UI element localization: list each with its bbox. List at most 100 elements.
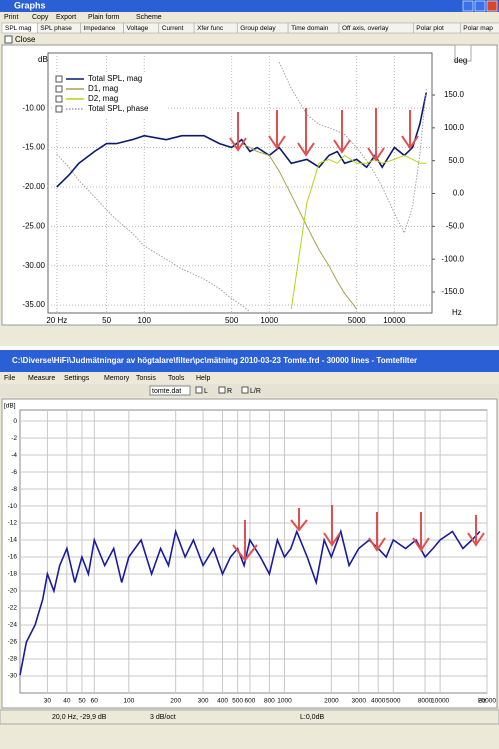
x-tick-label: 400: [217, 698, 228, 705]
minimize-button[interactable]: [462, 0, 474, 12]
menu-item[interactable]: Export: [56, 14, 76, 21]
menu-item[interactable]: Memory: [104, 375, 130, 382]
series-line: [290, 154, 427, 310]
arrow: [290, 508, 308, 532]
arrow: [467, 515, 485, 547]
y-tick-label: -10: [8, 503, 18, 510]
tab-label: SPL phase: [40, 25, 72, 32]
input-text: tomte.dat: [152, 388, 181, 395]
y-tick-label: -10.00: [22, 103, 45, 112]
tab-label: SPL mag: [5, 25, 32, 32]
series-line: [19, 528, 481, 676]
status-bar: [0, 709, 499, 725]
text-input[interactable]: [149, 385, 191, 396]
x-tick-label: 5000: [348, 316, 366, 325]
arrow: [401, 110, 419, 150]
arrow: [412, 512, 430, 552]
tab-label: Current: [162, 25, 184, 32]
x-axis-label: Hz: [452, 308, 462, 317]
series-line: [241, 143, 358, 310]
y2-tick-label: 50.0: [448, 156, 464, 165]
y-tick-label: -4: [11, 452, 17, 459]
legend-checkbox[interactable]: [55, 105, 63, 113]
tab-label: Polar map: [463, 25, 493, 32]
x-tick-label: 500: [225, 316, 239, 325]
y2-tick-label: 0.0: [453, 189, 465, 198]
y-tick-label: -14: [8, 537, 18, 544]
y-tick-label: -20.00: [22, 182, 45, 191]
y-tick-label: -16: [8, 554, 18, 561]
y2-tick-label: 150.0: [444, 90, 465, 99]
menu-item[interactable]: Help: [196, 375, 211, 382]
checkbox-label: L/R: [250, 388, 261, 395]
x-tick-label: 3000: [352, 698, 367, 705]
legend-label: D1, mag: [88, 84, 118, 93]
menu-item[interactable]: Copy: [32, 14, 49, 21]
panel-icon[interactable]: [454, 44, 472, 62]
tab-label: Polar plot: [416, 25, 444, 32]
x-tick-label: 100: [138, 316, 152, 325]
x-tick-label: 4000: [371, 698, 386, 705]
y2-tick-label: -100.0: [441, 254, 464, 263]
checkbox[interactable]: [4, 35, 13, 44]
y2-tick-label: -150.0: [441, 287, 464, 296]
y-tick-label: -25.00: [22, 221, 45, 230]
x-tick-label: 50: [102, 316, 111, 325]
menu-item[interactable]: Tools: [168, 375, 185, 382]
arrow: [367, 108, 385, 162]
y2-axis-label: deg: [454, 56, 467, 65]
maximize-button[interactable]: [474, 0, 486, 12]
menu-item[interactable]: Tonsis: [136, 375, 156, 382]
checkbox[interactable]: [241, 386, 249, 394]
menu-item[interactable]: Print: [4, 14, 18, 21]
menu-item[interactable]: Plain form: [88, 14, 120, 21]
x-tick-label: 100: [123, 698, 134, 705]
y-axis-label: dB: [38, 55, 48, 64]
x-tick-label: 200: [170, 698, 181, 705]
x-tick-label: 300: [198, 698, 209, 705]
arrow: [268, 110, 286, 150]
close-button[interactable]: [486, 0, 498, 12]
legend-checkbox[interactable]: [55, 95, 63, 103]
y-tick-label: -12: [8, 520, 18, 527]
y-tick-label: 0: [13, 418, 17, 425]
x-tick-label: 40: [63, 698, 71, 705]
x-tick-label: 50: [78, 698, 86, 705]
y-tick-label: -30: [8, 673, 18, 680]
menu-item[interactable]: Settings: [64, 375, 90, 382]
x-tick-label: 10000: [431, 698, 449, 705]
legend-label: Total SPL, mag: [88, 74, 142, 83]
status-text: 3 dB/oct: [150, 714, 176, 721]
y2-tick-label: -50.0: [446, 221, 465, 230]
window-title: C:\Diverse\HiFi\Judmätningar av högtalar…: [12, 356, 417, 365]
tab[interactable]: [460, 22, 499, 34]
checkbox-label: L: [204, 388, 208, 395]
x-tick-label: 500: [232, 698, 243, 705]
menu-item[interactable]: Scheme: [136, 14, 162, 21]
y-tick-label: -6: [11, 469, 17, 476]
y-tick-label: -20: [8, 588, 18, 595]
menu-item[interactable]: File: [4, 375, 15, 382]
arrow: [333, 110, 351, 154]
checkbox[interactable]: [218, 386, 226, 394]
series-line: [56, 61, 427, 313]
y-tick-label: -24: [8, 622, 18, 629]
arrow: [232, 520, 258, 562]
legend-checkbox[interactable]: [55, 75, 63, 83]
y-tick-label: -22: [8, 605, 18, 612]
y-tick-label: -35.00: [22, 300, 45, 309]
legend-checkbox[interactable]: [55, 85, 63, 93]
tab-label: Impedance: [83, 25, 116, 32]
tab-label: Group delay: [240, 25, 276, 32]
x-tick-label: 60: [91, 698, 99, 705]
y-tick-label: -30.00: [22, 261, 45, 270]
y-tick-label: -8: [11, 486, 17, 493]
tab-label: Off axis, overlay: [342, 25, 389, 32]
y2-tick-label: 100.0: [444, 123, 465, 132]
checkbox[interactable]: [195, 386, 203, 394]
title-bar: [0, 350, 499, 372]
menu-item[interactable]: Measure: [28, 375, 55, 382]
x-tick-label: 30: [44, 698, 52, 705]
x-tick-label: 2000: [324, 698, 339, 705]
